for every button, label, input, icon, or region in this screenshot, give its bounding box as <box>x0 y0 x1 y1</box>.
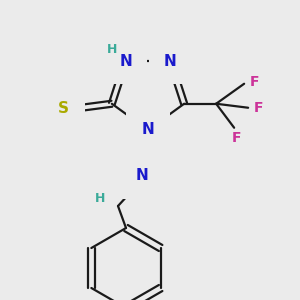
Text: N: N <box>164 54 177 69</box>
Text: N: N <box>136 169 148 184</box>
Text: N: N <box>119 54 132 69</box>
Text: F: F <box>249 75 259 89</box>
Text: F: F <box>231 131 241 145</box>
Text: N: N <box>142 122 154 137</box>
Text: H: H <box>106 43 117 56</box>
Text: F: F <box>254 101 263 115</box>
Text: H: H <box>95 191 105 205</box>
Text: S: S <box>58 101 69 116</box>
